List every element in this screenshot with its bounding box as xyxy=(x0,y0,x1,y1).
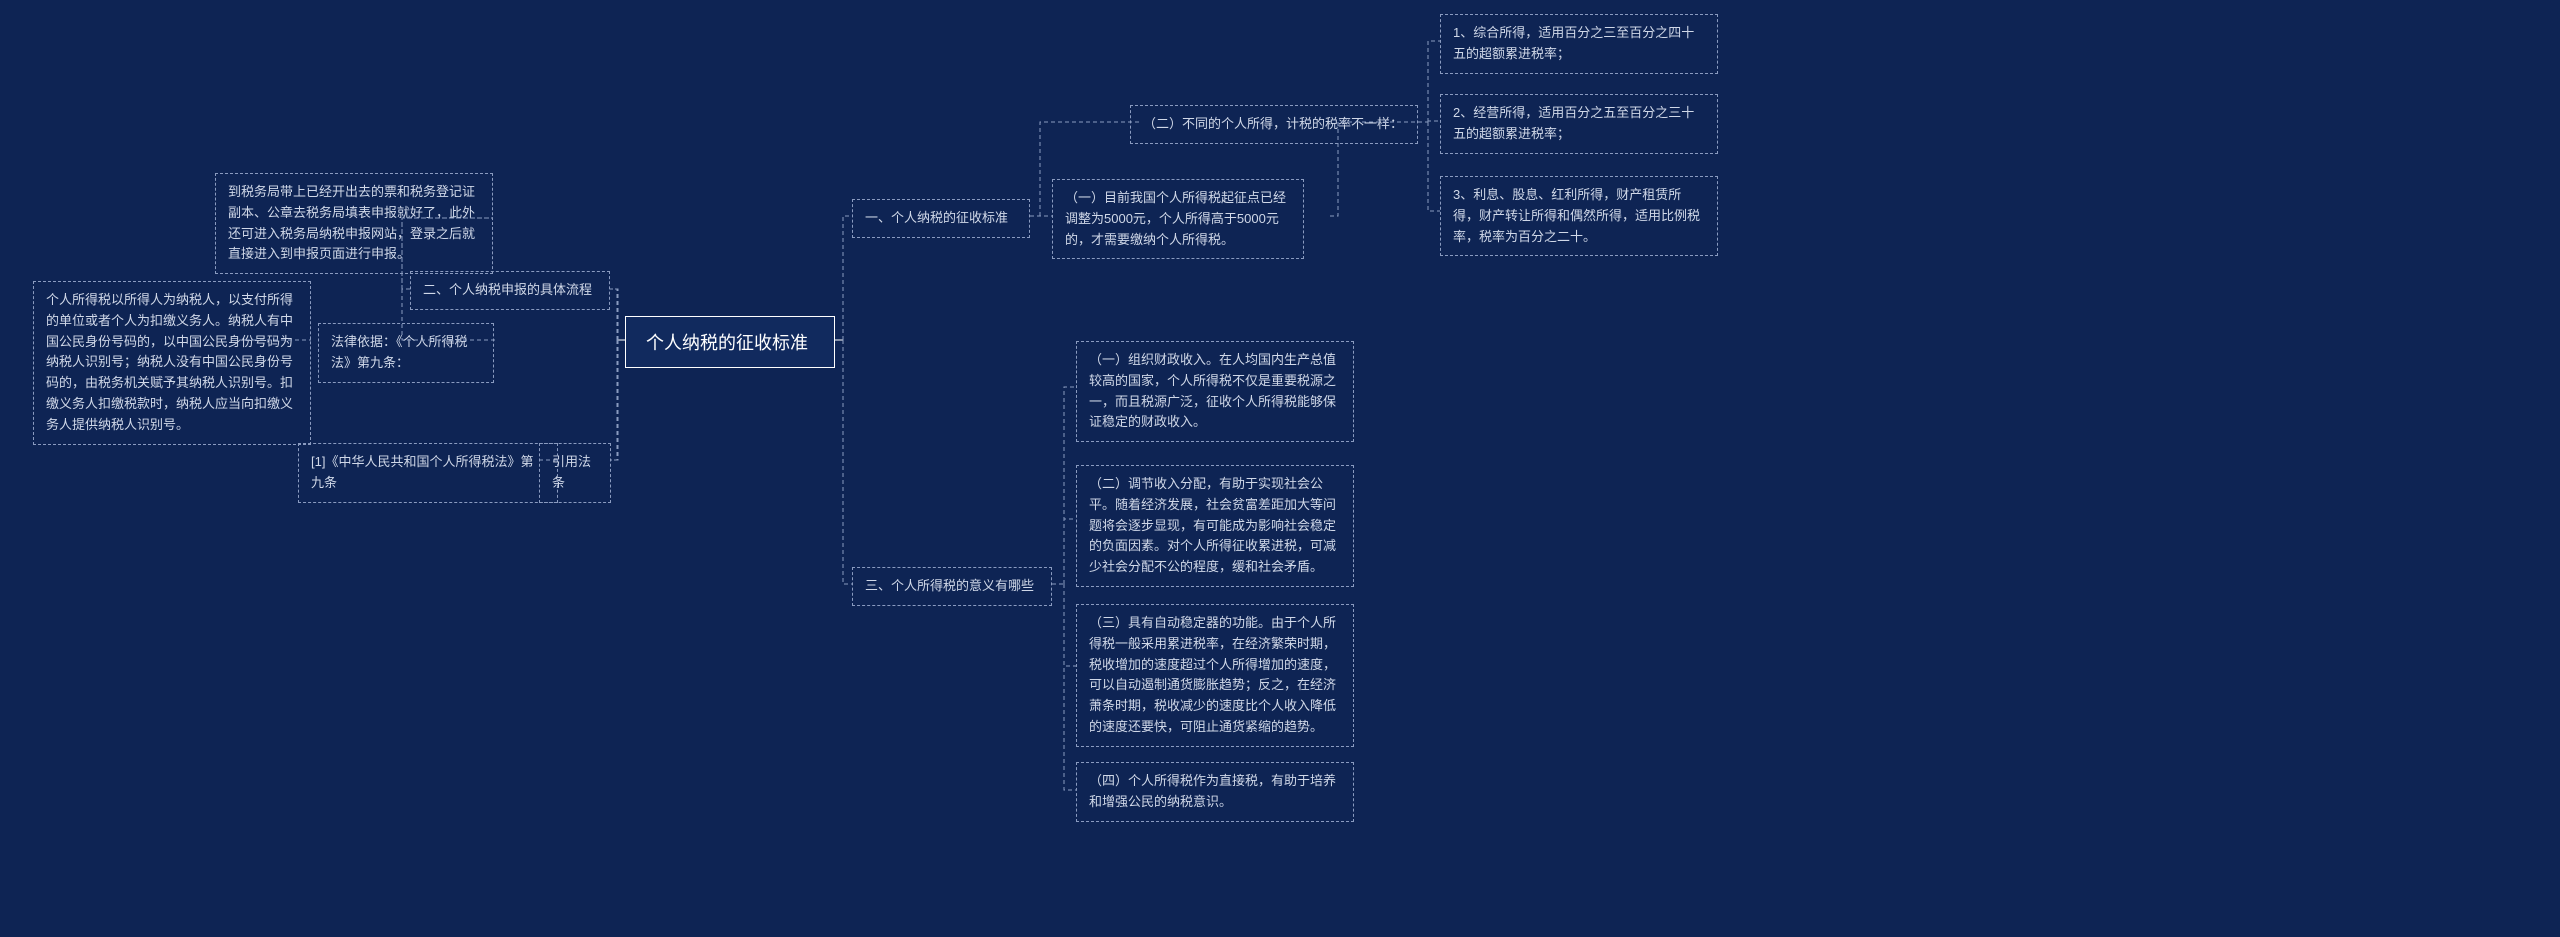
branch-3-child-0: （一）组织财政收入。在人均国内生产总值较高的国家，个人所得税不仅是重要税源之一，… xyxy=(1076,341,1354,442)
branch-1-child-1-0-text: 1、综合所得，适用百分之三至百分之四十五的超额累进税率； xyxy=(1453,25,1694,61)
branch-3-label: 三、个人所得税的意义有哪些 xyxy=(865,578,1034,593)
branch-1-child-1-1-text: 2、经营所得，适用百分之五至百分之三十五的超额累进税率； xyxy=(1453,105,1694,141)
branch-2-child-0: 到税务局带上已经开出去的票和税务登记证副本、公章去税务局填表申报就好了，此外还可… xyxy=(215,173,493,274)
branch-2-child-1-0-text: 个人所得税以所得人为纳税人，以支付所得的单位或者个人为扣缴义务人。纳税人有中国公… xyxy=(46,292,293,432)
branch-3-child-1-text: （二）调节收入分配，有助于实现社会公平。随着经济发展，社会贫富差距加大等问题将会… xyxy=(1089,476,1336,574)
branch-3-child-2-text: （三）具有自动稳定器的功能。由于个人所得税一般采用累进税率，在经济繁荣时期，税收… xyxy=(1089,615,1336,734)
branch-1-child-1-2: 3、利息、股息、红利所得，财产租赁所得，财产转让所得和偶然所得，适用比例税率，税… xyxy=(1440,176,1718,256)
branch-1-label: 一、个人纳税的征收标准 xyxy=(865,210,1008,225)
branch-3-child-0-text: （一）组织财政收入。在人均国内生产总值较高的国家，个人所得税不仅是重要税源之一，… xyxy=(1089,352,1336,429)
branch-2-child-1-0: 个人所得税以所得人为纳税人，以支付所得的单位或者个人为扣缴义务人。纳税人有中国公… xyxy=(33,281,311,445)
branch-2: 二、个人纳税申报的具体流程 xyxy=(410,271,610,310)
branch-1: 一、个人纳税的征收标准 xyxy=(852,199,1030,238)
branch-3-child-1: （二）调节收入分配，有助于实现社会公平。随着经济发展，社会贫富差距加大等问题将会… xyxy=(1076,465,1354,587)
branch-1-child-1-text: （二）不同的个人所得，计税的税率不一样： xyxy=(1143,116,1403,131)
branch-1-child-1: （二）不同的个人所得，计税的税率不一样： xyxy=(1130,105,1418,144)
branch-law-child-0: [1]《中华人民共和国个人所得税法》第九条 xyxy=(298,443,558,503)
branch-2-child-0-text: 到税务局带上已经开出去的票和税务登记证副本、公章去税务局填表申报就好了，此外还可… xyxy=(228,184,475,261)
branch-2-child-1-text: 法律依据：《个人所得税法》第九条： xyxy=(331,334,468,370)
root-label: 个人纳税的征收标准 xyxy=(646,333,808,353)
branch-3: 三、个人所得税的意义有哪些 xyxy=(852,567,1052,606)
root-node: 个人纳税的征收标准 xyxy=(625,316,835,368)
branch-1-child-0: （一）目前我国个人所得税起征点已经调整为5000元，个人所得高于5000元的，才… xyxy=(1052,179,1304,259)
branch-1-child-1-1: 2、经营所得，适用百分之五至百分之三十五的超额累进税率； xyxy=(1440,94,1718,154)
branch-2-label: 二、个人纳税申报的具体流程 xyxy=(423,282,592,297)
branch-1-child-1-0: 1、综合所得，适用百分之三至百分之四十五的超额累进税率； xyxy=(1440,14,1718,74)
branch-3-child-2: （三）具有自动稳定器的功能。由于个人所得税一般采用累进税率，在经济繁荣时期，税收… xyxy=(1076,604,1354,747)
branch-1-child-0-text: （一）目前我国个人所得税起征点已经调整为5000元，个人所得高于5000元的，才… xyxy=(1065,190,1286,247)
branch-law-child-0-text: [1]《中华人民共和国个人所得税法》第九条 xyxy=(311,454,533,490)
branch-3-child-3: （四）个人所得税作为直接税，有助于培养和增强公民的纳税意识。 xyxy=(1076,762,1354,822)
branch-3-child-3-text: （四）个人所得税作为直接税，有助于培养和增强公民的纳税意识。 xyxy=(1089,773,1336,809)
branch-2-child-1: 法律依据：《个人所得税法》第九条： xyxy=(318,323,494,383)
branch-1-child-1-2-text: 3、利息、股息、红利所得，财产租赁所得，财产转让所得和偶然所得，适用比例税率，税… xyxy=(1453,187,1700,244)
